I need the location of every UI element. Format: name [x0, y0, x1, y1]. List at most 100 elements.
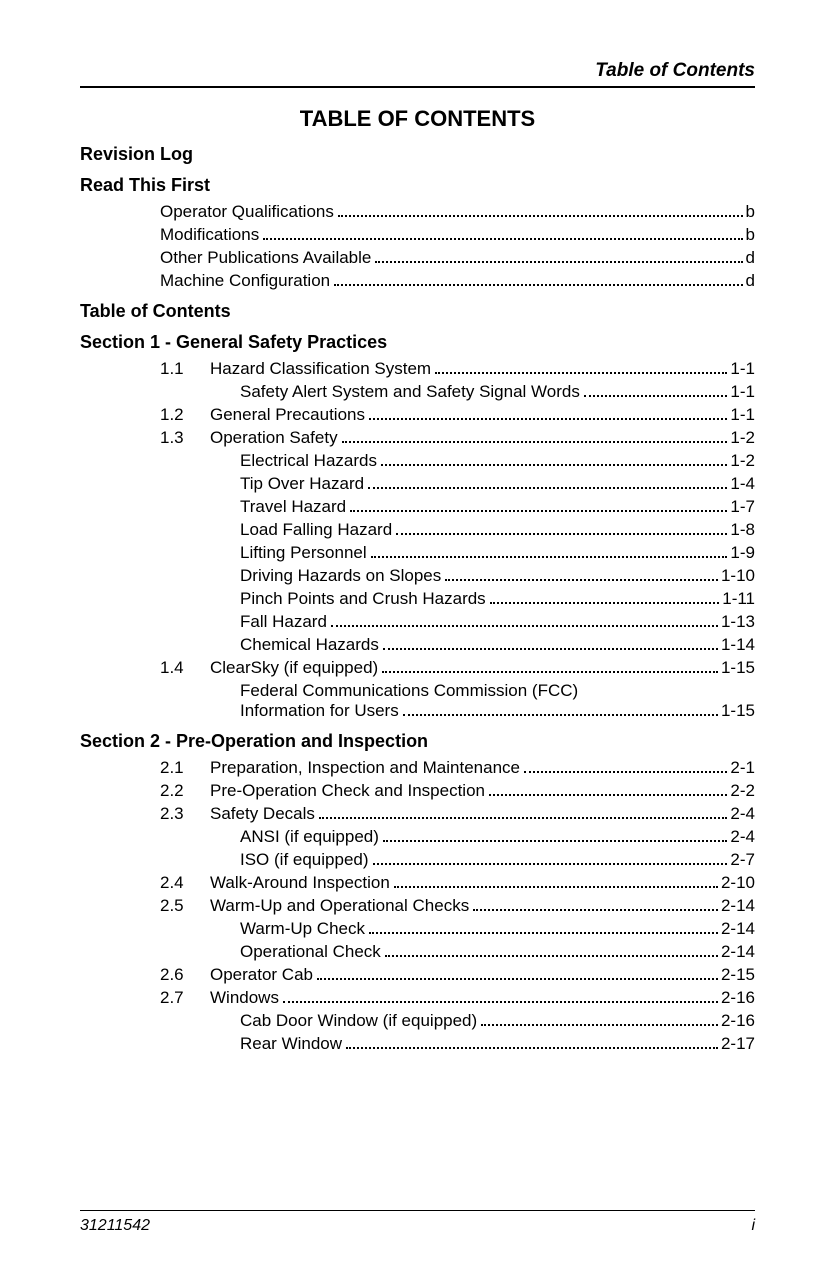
toc-leader-dots: [375, 249, 742, 263]
toc-entry: Safety Alert System and Safety Signal Wo…: [160, 382, 755, 402]
toc-label: Pinch Points and Crush Hazards: [240, 589, 489, 609]
toc-number: 2.6: [160, 965, 210, 985]
toc-number: 1.4: [160, 658, 210, 678]
toc-label: Operational Check: [240, 942, 384, 962]
toc-number: 2.3: [160, 804, 210, 824]
toc-leader-dots: [338, 203, 743, 217]
toc-leader-dots: [403, 702, 718, 716]
toc-entry: Load Falling Hazard 1-8: [160, 520, 755, 540]
toc-label: Travel Hazard: [240, 497, 349, 517]
toc-page: 2-17: [719, 1034, 755, 1054]
toc-label: Pre-Operation Check and Inspection: [210, 781, 488, 801]
toc-page: 1-15: [719, 658, 755, 678]
toc-label: Chemical Hazards: [240, 635, 382, 655]
toc-page: 1-14: [719, 635, 755, 655]
section-read-first: Read This First: [80, 175, 755, 196]
toc-leader-dots: [369, 920, 718, 934]
toc-leader-dots: [368, 475, 727, 489]
section-toc: Table of Contents: [80, 301, 755, 322]
toc-label: Information for Users: [240, 701, 402, 721]
toc-label: Lifting Personnel: [240, 543, 370, 563]
toc-leader-dots: [283, 989, 718, 1003]
toc-entry: 2.1Preparation, Inspection and Maintenan…: [160, 758, 755, 778]
toc-page: 1-8: [728, 520, 755, 540]
page-footer: 31211542 i: [80, 1210, 755, 1235]
toc-label: Fall Hazard: [240, 612, 330, 632]
toc-label: Safety Decals: [210, 804, 318, 824]
toc-page: d: [744, 271, 755, 291]
toc-number: 2.5: [160, 896, 210, 916]
toc-leader-dots: [382, 659, 718, 673]
toc-leader-dots: [481, 1012, 718, 1026]
page-title: TABLE OF CONTENTS: [80, 106, 755, 132]
toc-entry: 2.6Operator Cab2-15: [160, 965, 755, 985]
toc-label: Federal Communications Commission (FCC): [240, 681, 755, 701]
toc-leader-dots: [319, 805, 728, 819]
toc-number: 1.2: [160, 405, 210, 425]
toc-leader-dots: [383, 636, 718, 650]
toc-entry: Electrical Hazards1-2: [160, 451, 755, 471]
toc-entry: Machine Configuration d: [80, 271, 755, 291]
toc-leader-dots: [394, 874, 718, 888]
toc-page: 2-7: [728, 850, 755, 870]
toc-page: 2-14: [719, 942, 755, 962]
toc-label: Hazard Classification System: [210, 359, 434, 379]
toc-page: 2-10: [719, 873, 755, 893]
toc-label: Operator Qualifications: [160, 202, 337, 222]
toc-page: b: [744, 202, 755, 222]
toc-number: 2.4: [160, 873, 210, 893]
toc-entry: 2.7Windows2-16: [160, 988, 755, 1008]
toc-entry: Chemical Hazards 1-14: [160, 635, 755, 655]
toc-entry: 1.4ClearSky (if equipped) 1-15: [160, 658, 755, 678]
section-1-heading: Section 1 - General Safety Practices: [80, 332, 755, 353]
toc-page: 1-11: [720, 589, 755, 609]
toc-number: 2.2: [160, 781, 210, 801]
toc-page: 1-1: [728, 382, 755, 402]
toc-entry: 2.5Warm-Up and Operational Checks2-14: [160, 896, 755, 916]
toc-leader-dots: [373, 851, 728, 865]
toc-label: Operator Cab: [210, 965, 316, 985]
toc-leader-dots: [473, 897, 718, 911]
toc-entry: Travel Hazard 1-7: [160, 497, 755, 517]
toc-label: Machine Configuration: [160, 271, 333, 291]
toc-entry: 2.2Pre-Operation Check and Inspection 2-2: [160, 781, 755, 801]
toc-leader-dots: [490, 590, 720, 604]
toc-label: Tip Over Hazard: [240, 474, 367, 494]
toc-entry: Warm-Up Check2-14: [160, 919, 755, 939]
toc-entry: Pinch Points and Crush Hazards 1-11: [160, 589, 755, 609]
toc-page: 1-7: [728, 497, 755, 517]
toc-leader-dots: [350, 498, 727, 512]
toc-page: 1-9: [728, 543, 755, 563]
toc-page: 2-14: [719, 896, 755, 916]
toc-label: Modifications: [160, 225, 262, 245]
toc-label: Electrical Hazards: [240, 451, 380, 471]
toc-leader-dots: [489, 782, 727, 796]
toc-label: Operation Safety: [210, 428, 341, 448]
toc-leader-dots: [331, 613, 718, 627]
toc-label: ISO (if equipped): [240, 850, 372, 870]
toc-entry: Tip Over Hazard1-4: [160, 474, 755, 494]
section-revision-log: Revision Log: [80, 144, 755, 165]
toc-page: 2-2: [728, 781, 755, 801]
toc-label: General Precautions: [210, 405, 368, 425]
toc-leader-dots: [435, 360, 727, 374]
toc-page: 2-4: [728, 804, 755, 824]
toc-leader-dots: [524, 759, 727, 773]
toc-number: 2.1: [160, 758, 210, 778]
toc-leader-dots: [445, 567, 718, 581]
toc-page: 1-1: [728, 405, 755, 425]
toc-label: ClearSky (if equipped): [210, 658, 381, 678]
doc-number: 31211542: [80, 1217, 150, 1235]
toc-page: 1-15: [719, 701, 755, 721]
toc-page: b: [744, 225, 755, 245]
toc-entry: Cab Door Window (if equipped)2-16: [160, 1011, 755, 1031]
toc-leader-dots: [263, 226, 742, 240]
page-header: Table of Contents: [80, 60, 755, 88]
toc-entry: ISO (if equipped) 2-7: [160, 850, 755, 870]
toc-page: 2-14: [719, 919, 755, 939]
toc-entry: Driving Hazards on Slopes1-10: [160, 566, 755, 586]
toc-page: 2-1: [728, 758, 755, 778]
toc-page: d: [744, 248, 755, 268]
toc-number: 2.7: [160, 988, 210, 1008]
toc-label: Load Falling Hazard: [240, 520, 395, 540]
